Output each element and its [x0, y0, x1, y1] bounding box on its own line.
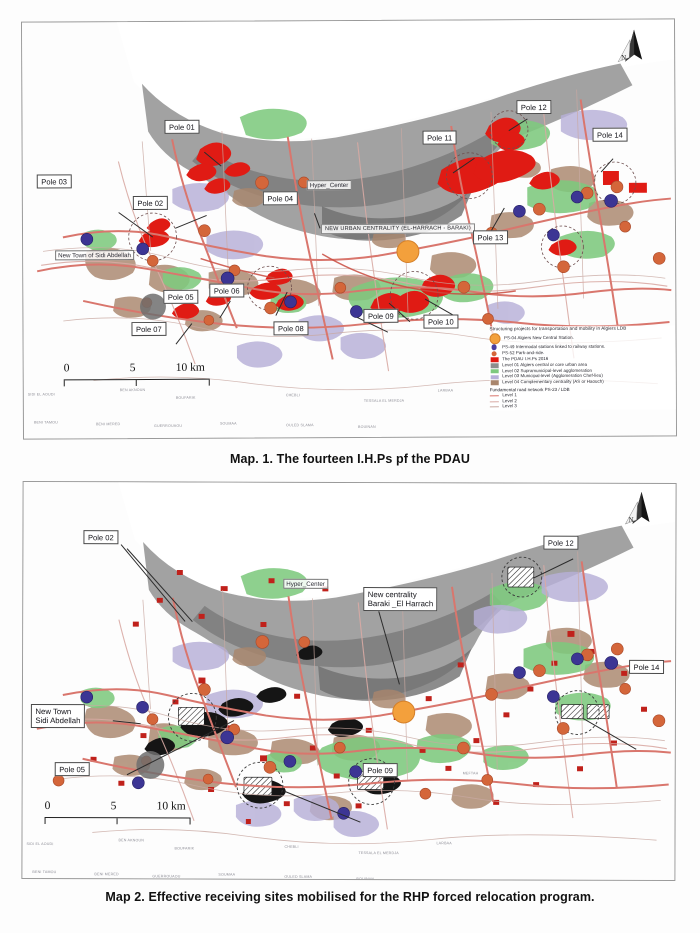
map-2-caption: Map 2. Effective receiving sites mobilis…	[105, 890, 595, 904]
pdau-ihp-icon	[490, 357, 499, 363]
place-name: BOUFARIK	[175, 395, 196, 400]
place-name: BOUINAN	[356, 877, 375, 882]
figure-map-1: N 0 5 10 km Hyper_Center NEW URBAN CENTR…	[0, 8, 700, 476]
callout-pole-09[interactable]: Pole 09	[363, 308, 399, 324]
legend-road-label: Level 3	[502, 403, 517, 409]
intermodal-station-icon	[490, 344, 499, 351]
road-level-3-icon	[489, 406, 499, 408]
callout-pole-04[interactable]: Pole 04	[262, 191, 298, 206]
place-name: SIDI EL AOUDI	[27, 392, 55, 397]
callout-pole-10[interactable]: Pole 10	[423, 314, 459, 329]
place-name: OULED SLAMA	[284, 874, 313, 879]
level-01-icon	[490, 363, 499, 368]
place-name: GUERROUAOU	[153, 423, 183, 428]
north-arrow: N	[619, 490, 653, 534]
level-04-icon	[490, 380, 499, 386]
map-1-legend: Structuring projects for transportation …	[489, 325, 678, 411]
legend-road-item: Level 3	[489, 403, 677, 410]
callout-pole-13[interactable]: Pole 13	[473, 230, 508, 245]
place-name: BENI MERED	[94, 872, 119, 877]
legend-title: Structuring projects for transportation …	[489, 325, 627, 332]
callout-pole-05[interactable]: Pole 05	[163, 289, 199, 305]
place-name: BEN AKNOUN	[119, 387, 146, 393]
place-name: CHEBLI	[284, 844, 299, 849]
map-label-new-urban-centrality: NEW URBAN CENTRALITY (EL-HARRACH - BARAK…	[320, 223, 476, 235]
legend-item-label: Level 04 Complementary centrality (AS or…	[502, 378, 604, 385]
callout-pole-12[interactable]: Pole 12	[516, 100, 552, 115]
map-1-frame[interactable]: N 0 5 10 km Hyper_Center NEW URBAN CENTR…	[20, 18, 678, 440]
map-label-hyper-center: Hyper_Center	[283, 578, 328, 589]
callout-pole-14[interactable]: Pole 14	[629, 659, 664, 675]
new-central-station-icon	[489, 332, 501, 344]
map-label-hyper-center: Hyper_Center	[306, 179, 352, 191]
place-name: BENI TAMOU	[32, 870, 57, 875]
north-arrow-label: N	[621, 53, 627, 62]
place-name: BENI MERED	[95, 422, 121, 427]
map-label-new-town: New Town Sidi Abdellah	[30, 704, 86, 729]
place-name: LARBAA	[437, 388, 454, 393]
level-02-icon	[490, 369, 499, 374]
place-name: SIDI EL AOUDI	[26, 841, 54, 847]
map-2-frame[interactable]: N 0 5 10 km Hyper_Center New centrality …	[21, 480, 677, 882]
scale-bar: 0 5 10 km	[44, 800, 205, 835]
legend-item: PS-04 Algiers New Central Station.	[489, 332, 678, 344]
callout-pole-05[interactable]: Pole 05	[54, 762, 90, 777]
scale-tick-1: 5	[129, 362, 136, 375]
place-name: BEN AKNOUN	[118, 838, 145, 843]
callout-pole-02[interactable]: Pole 02	[132, 195, 168, 211]
map-label-new-town: New Town of Sidi Abdellah	[55, 250, 134, 261]
map-1-caption: Map. 1. The fourteen I.H.Ps pf the PDAU	[229, 452, 471, 466]
place-name: GUERROUAOU	[152, 874, 181, 879]
callout-pole-06[interactable]: Pole 06	[209, 283, 245, 298]
callout-pole-07[interactable]: Pole 07	[131, 321, 167, 337]
callout-pole-02[interactable]: Pole 02	[83, 530, 119, 545]
scale-tick-2: 10 km	[175, 361, 205, 374]
scale-tick-0: 0	[44, 800, 51, 813]
legend-item: PS-49 Intermodal stations linked to rail…	[490, 343, 677, 351]
callout-pole-08[interactable]: Pole 08	[273, 321, 309, 336]
callout-pole-03[interactable]: Pole 03	[36, 174, 72, 189]
place-name: LARBAA	[436, 841, 452, 846]
place-name: CHEBLI	[285, 393, 301, 398]
park-and-ride-icon	[490, 351, 499, 357]
place-name: SOUMAA	[219, 421, 237, 426]
place-name: BOUINAN	[357, 424, 376, 429]
place-name: BENI TAMOU	[33, 420, 58, 425]
callout-pole-11[interactable]: Pole 11	[422, 130, 457, 145]
callout-pole-09[interactable]: Pole 09	[362, 763, 398, 778]
place-name: TESSALA EL MERDJA	[358, 851, 399, 856]
road-level-2-icon	[489, 400, 499, 402]
legend-item: Level 04 Complementary centrality (AS or…	[490, 378, 677, 386]
place-name: BOUFARIK	[174, 846, 195, 851]
road-level-1-icon	[489, 395, 499, 397]
place-name: MEFTAH	[462, 771, 479, 776]
place-name: OULED SLAMA	[285, 423, 314, 428]
legend-roads-title: Fundamental road network PS-23 / LDB	[489, 386, 570, 393]
north-arrow: N	[612, 28, 646, 72]
scale-tick-2: 10 km	[156, 800, 186, 813]
place-name: SOUMAA	[218, 872, 236, 877]
callout-pole-12[interactable]: Pole 12	[543, 535, 579, 550]
scale-tick-1: 5	[110, 800, 117, 813]
map-label-new-centrality: New centrality Baraki _El Harrach	[363, 587, 438, 612]
callout-pole-14[interactable]: Pole 14	[592, 127, 628, 143]
legend-item-label: PS-49 Intermodal stations linked to rail…	[502, 343, 606, 349]
level-03-icon	[490, 374, 499, 380]
legend-item-label: PS-04 Algiers New Central Station.	[504, 334, 574, 340]
north-arrow-label: N	[628, 515, 634, 524]
map-2-canvas	[22, 481, 676, 881]
figure-map-2: N 0 5 10 km Hyper_Center New centrality …	[0, 476, 700, 928]
place-name: TESSALA EL MERDJA	[363, 398, 405, 403]
scale-tick-0: 0	[63, 362, 70, 375]
callout-pole-01[interactable]: Pole 01	[164, 119, 200, 135]
